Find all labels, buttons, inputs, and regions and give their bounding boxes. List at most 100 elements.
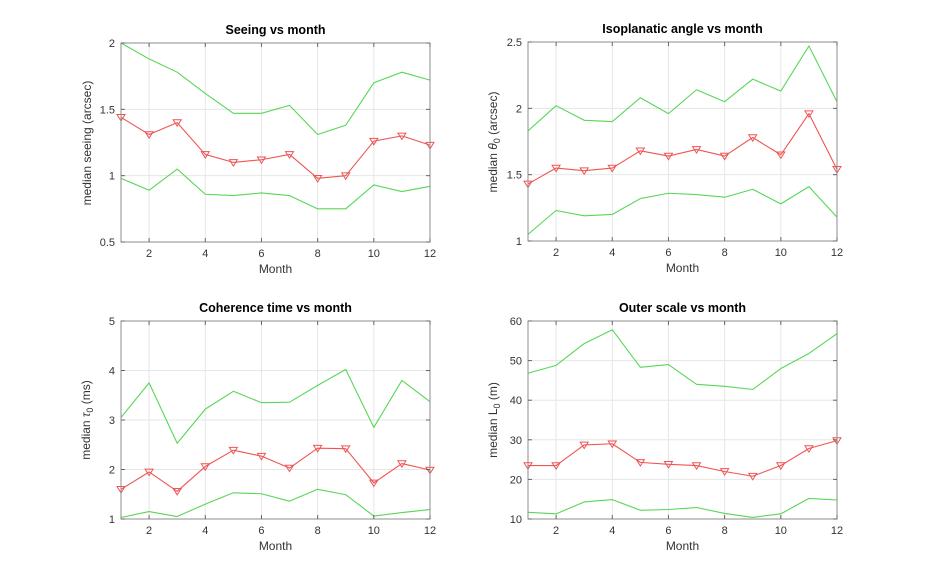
- y-tick-label: 1: [516, 236, 522, 248]
- x-tick-label: 12: [831, 247, 843, 259]
- y-tick-label: 2: [109, 38, 115, 50]
- x-axis-label-month: Month: [258, 539, 293, 553]
- axes-box: [527, 41, 838, 242]
- marker-triangle-down: [368, 479, 379, 488]
- marker-triangle-down: [635, 147, 646, 156]
- marker-triangle-down: [579, 167, 590, 176]
- marker-triangle-down: [200, 151, 211, 159]
- x-tick-label: 12: [831, 525, 843, 537]
- marker-triangle-down: [284, 151, 295, 159]
- x-tick-label: 10: [368, 525, 380, 537]
- series-line-envelope: [120, 42, 431, 136]
- y-axis-label-median-theta0: median θ0 (arcsec): [485, 91, 503, 192]
- y-tick-label: 2: [516, 103, 522, 115]
- marker-triangle-down: [144, 131, 154, 140]
- y-tick-label: 2: [109, 465, 115, 477]
- marker-triangle-down: [397, 460, 407, 469]
- y-tick-label: 1: [109, 514, 115, 526]
- marker-triangle-down: [691, 146, 702, 155]
- y-tick-label: 10: [510, 514, 522, 526]
- chart-title-seeing: Seeing vs month: [225, 23, 326, 37]
- y-tick-label: 2.5: [507, 37, 522, 49]
- x-axis-label-month: Month: [665, 261, 700, 275]
- chart-panel-0: 2 4 6 8 10 12 0.5 1 1.5 2: [100, 38, 436, 260]
- y-tick-label: 20: [510, 474, 522, 486]
- marker-triangle-down: [340, 172, 351, 181]
- y-tick-label: 5: [109, 316, 115, 328]
- marker-triangle-down: [256, 452, 267, 461]
- marker-triangle-down: [579, 441, 590, 450]
- y-axis-label-median-tau0: median τ0 (ms): [78, 380, 96, 460]
- series-line-envelope: [527, 45, 838, 132]
- y-axis-label-median-seeing: median seeing (arcsec): [80, 80, 94, 205]
- y-tick-label: 3: [109, 415, 115, 427]
- x-axis-label-month: Month: [665, 539, 700, 553]
- marker-triangle-down: [635, 459, 646, 467]
- x-tick-label: 6: [665, 247, 671, 259]
- marker-triangle-down: [200, 463, 211, 472]
- axes-box: [120, 42, 431, 243]
- marker-triangle-down: [144, 468, 154, 477]
- marker-triangle-down: [691, 462, 702, 471]
- x-tick-label: 10: [775, 525, 787, 537]
- marker-triangle-down: [172, 119, 183, 128]
- marker-triangle-down: [747, 134, 758, 143]
- y-tick-label: 4: [109, 366, 115, 378]
- x-tick-label: 6: [665, 525, 671, 537]
- series-line-envelope: [120, 368, 431, 444]
- x-tick-label: 4: [609, 247, 615, 259]
- chart-title-isoplanatic-angle: Isoplanatic angle vs month: [602, 22, 763, 36]
- x-tick-label: 8: [722, 525, 728, 537]
- chart-panel-3: 2 4 6 8 10 12 10 20 30 40 50 60: [510, 316, 843, 537]
- marker-triangle-down: [775, 462, 786, 471]
- axes-box: [527, 320, 838, 520]
- series-line-envelope: [120, 488, 431, 519]
- x-tick-label: 8: [315, 525, 321, 537]
- marker-triangle-down: [397, 132, 407, 141]
- y-tick-label: 1: [109, 171, 115, 183]
- marker-triangle-down: [312, 444, 323, 453]
- y-tick-label: 60: [510, 316, 522, 328]
- x-tick-label: 10: [775, 247, 787, 259]
- series-line-median: [528, 440, 838, 477]
- y-tick-label: 0.5: [100, 237, 115, 249]
- marker-triangle-down: [368, 137, 379, 146]
- x-tick-label: 8: [722, 247, 728, 259]
- x-tick-label: 2: [553, 247, 559, 259]
- y-tick-label: 1.5: [100, 104, 115, 116]
- chart-title-coherence-time: Coherence time vs month: [199, 301, 352, 315]
- marker-triangle-down: [256, 156, 267, 165]
- marker-triangle-down: [607, 164, 618, 173]
- marker-triangle-down: [312, 175, 323, 183]
- marker-triangle-down: [747, 472, 758, 481]
- series-line-envelope: [527, 329, 838, 391]
- marker-triangle-down: [719, 152, 730, 161]
- x-tick-label: 6: [258, 525, 264, 537]
- x-axis-label-month: Month: [258, 262, 293, 276]
- marker-triangle-down: [719, 468, 730, 477]
- chart-panel-1: 2 4 6 8 10 12 1 1.5 2 2.5: [507, 37, 843, 259]
- marker-triangle-down: [804, 110, 814, 119]
- x-tick-label: 2: [553, 525, 559, 537]
- series-line-envelope: [527, 186, 838, 235]
- chart-title-outer-scale: Outer scale vs month: [618, 301, 747, 315]
- x-tick-label: 4: [609, 525, 615, 537]
- x-tick-label: 12: [424, 525, 436, 537]
- marker-triangle-down: [284, 464, 295, 473]
- marker-triangle-down: [551, 462, 561, 471]
- y-tick-label: 1.5: [507, 170, 522, 182]
- marker-triangle-down: [551, 164, 561, 173]
- x-tick-label: 4: [202, 525, 208, 537]
- y-tick-label: 30: [510, 435, 522, 447]
- marker-triangle-down: [775, 151, 786, 160]
- marker-triangle-down: [228, 159, 239, 167]
- series-line-median: [120, 116, 431, 179]
- marker-triangle-down: [804, 445, 814, 454]
- y-axis-label-median-L0: median L0 (m): [485, 382, 503, 458]
- series-line-median: [527, 113, 838, 185]
- x-tick-label: 6: [258, 248, 264, 260]
- series-line-envelope: [527, 497, 838, 518]
